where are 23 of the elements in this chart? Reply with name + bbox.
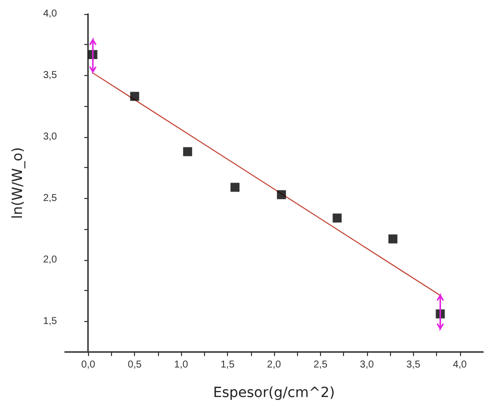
y-tick-label: 3,0 bbox=[43, 131, 58, 142]
y-tick-label: 4,0 bbox=[43, 8, 58, 20]
x-tick-label: 2,0 bbox=[267, 360, 282, 370]
x-tick-label: 3,0 bbox=[360, 360, 374, 370]
x-tick-label: 1,5 bbox=[220, 360, 235, 370]
x-tick-label: 2,5 bbox=[313, 360, 328, 370]
x-tick-label: 3,5 bbox=[406, 360, 421, 370]
y-tick-label: 1,5 bbox=[43, 316, 58, 327]
y-tick-label: 2,5 bbox=[43, 192, 58, 204]
y-tick-label: 2,0 bbox=[43, 254, 58, 266]
x-tick-label: 0,0 bbox=[81, 360, 96, 370]
x-tick-label: 4,0 bbox=[452, 360, 468, 370]
point bbox=[230, 182, 240, 192]
point bbox=[332, 214, 342, 223]
x-tick-label: 0,5 bbox=[128, 360, 142, 370]
x-tick-label: 1,0 bbox=[174, 360, 188, 370]
y-tick-label: 3,5 bbox=[43, 70, 58, 81]
x-axis-title: Espesor(g/cm^2) bbox=[213, 385, 335, 401]
point bbox=[388, 234, 398, 244]
point bbox=[276, 190, 286, 200]
point bbox=[183, 147, 192, 156]
point bbox=[130, 92, 140, 101]
y-axis-title: ln(W/W_o) bbox=[10, 147, 26, 219]
